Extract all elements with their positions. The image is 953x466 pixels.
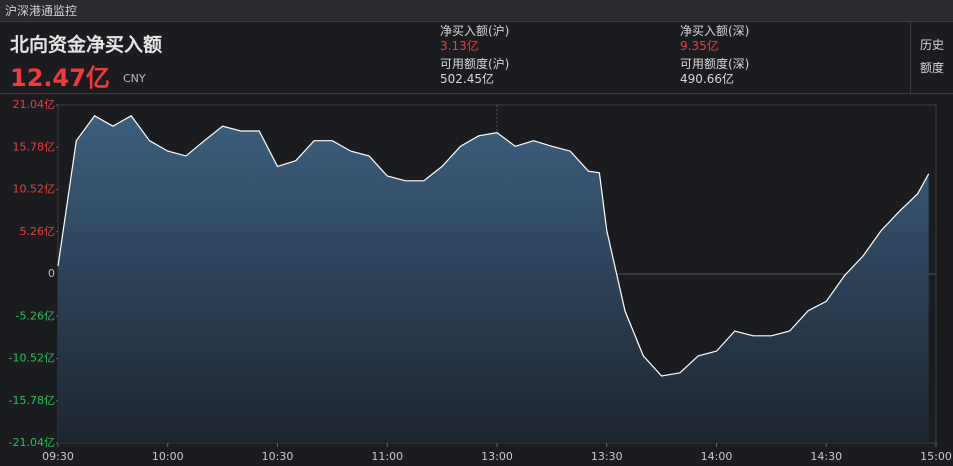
line (57, 115, 930, 377)
stat-value: 490.66亿 (680, 72, 734, 86)
button-text: 历史 (919, 38, 944, 52)
x-tick-label: 14:00 (701, 450, 733, 463)
x-tick-label: 09:30 (42, 450, 74, 463)
chart: 21.04亿 15.78亿 10.52亿 5.26亿 0 -5.26亿 -10.52亿 -15… (9, 98, 952, 463)
stat: 可用额度(深) 490.66亿 (680, 57, 749, 87)
y-tick-label: 15.78亿 (13, 140, 56, 153)
x-tick-label: 13:00 (481, 450, 513, 463)
title-bar: 沪深港通监控 (0, 0, 953, 22)
y-tick-label: -21.04亿 (9, 436, 55, 449)
x-tick-label: 10:30 (262, 450, 294, 463)
y-tick-label: -5.26亿 (16, 309, 55, 322)
currency: CNY (123, 72, 146, 85)
y-tick-label: -15.78亿 (9, 394, 55, 407)
y-tick-label: 5.26亿 (20, 225, 56, 238)
stat: 净买入额(沪) 3.13亿 (440, 24, 509, 54)
stat-value: 502.45亿 (440, 72, 494, 86)
x-tick-label: 15:00 (920, 450, 952, 463)
header: 北向资金净买入额 12.47亿 CNY 净买入额(沪) 3.13亿 可用额度(沪… (0, 22, 953, 94)
header-value: 12.47亿 (10, 64, 110, 92)
stat-label: 可用额度(深) (680, 57, 750, 71)
y-tick-label: 0 (48, 267, 55, 280)
stat: 净买入额(深) 9.35亿 (680, 24, 749, 54)
y-tick-label: -10.52亿 (9, 352, 55, 365)
stat-value: 3.13亿 (440, 39, 479, 53)
x-tick-label: 10:00 (152, 450, 184, 463)
header-title: 北向资金净买入额 (10, 34, 163, 56)
stat-value: 9.35亿 (680, 39, 719, 53)
x-tick-label: 11:00 (371, 450, 403, 463)
stat-label: 可用额度(沪) (440, 57, 510, 71)
button-text: 额度 (919, 61, 944, 75)
stat-label: 净买入额(沪) (440, 24, 510, 38)
area (58, 115, 929, 444)
y-tick-label: 10.52亿 (13, 183, 56, 196)
x-tick-label: 14:30 (810, 450, 842, 463)
x-tick-label: 13:30 (591, 450, 623, 463)
y-tick-label: 21.04亿 (13, 98, 56, 111)
history-quota-button[interactable]: 历史 额度 (910, 22, 953, 93)
stat: 可用额度(沪) 502.45亿 (440, 57, 509, 87)
stat-label: 净买入额(深) (680, 24, 750, 38)
